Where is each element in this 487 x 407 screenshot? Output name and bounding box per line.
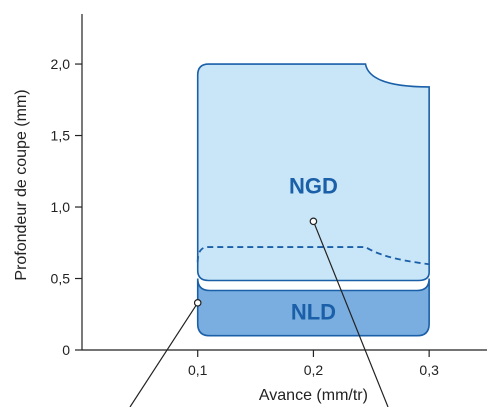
labels-layer: NGD NLD [129, 174, 389, 407]
nld-label: NLD [291, 299, 336, 324]
y-tick-label: 2,0 [51, 56, 71, 72]
ngd-pointer-dot [309, 217, 318, 226]
regions-layer [196, 63, 430, 337]
x-tick-label: 0,2 [304, 362, 324, 378]
y-tick-label: 1,5 [51, 128, 71, 144]
ngd-label: NGD [289, 174, 338, 199]
y-tick-label: 0 [62, 342, 70, 358]
nld-pointer-line [129, 302, 199, 407]
axes-layer [81, 14, 487, 351]
x-tick-label: 0,3 [419, 362, 439, 378]
y-axis-title: Profondeur de coupe (mm) [13, 89, 30, 280]
ngd-pointer-line [312, 221, 389, 407]
x-axis-title: Avance (mm/tr) [259, 387, 368, 404]
ngd-region [196, 63, 430, 282]
nld-region [196, 278, 430, 337]
x-tick-label: 0,1 [188, 362, 208, 378]
nld-pointer-dot [193, 299, 202, 307]
y-tick-label: 1,0 [51, 199, 71, 215]
y-tick-label: 0,5 [51, 271, 71, 287]
ticks-layer: 0 0,5 1,0 1,5 2,0 0,1 0,2 0,3 [51, 56, 440, 378]
